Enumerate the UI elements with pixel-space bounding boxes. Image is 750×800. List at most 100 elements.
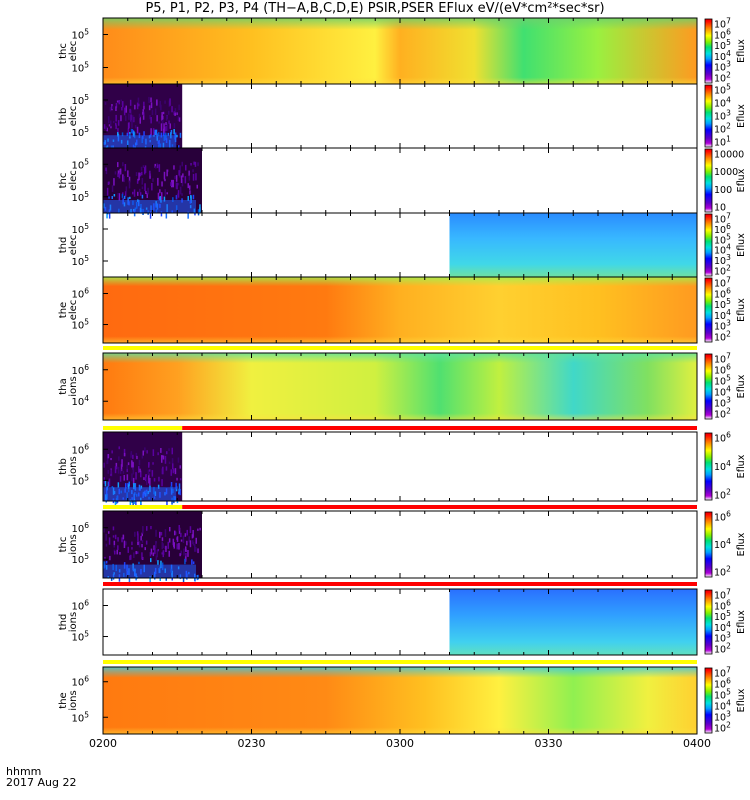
noise-pixel bbox=[149, 576, 151, 584]
noise-pixel bbox=[105, 167, 107, 171]
noise-pixel bbox=[132, 477, 135, 485]
noise-pixel bbox=[199, 207, 201, 214]
noise-pixel bbox=[139, 468, 141, 473]
noise-pixel bbox=[105, 533, 107, 541]
noise-pixel bbox=[114, 550, 116, 555]
noise-pixel bbox=[170, 482, 173, 490]
noise-pixel bbox=[150, 102, 153, 109]
noise-pixel bbox=[163, 123, 165, 132]
colorbar-tick-label: 10000 bbox=[714, 150, 744, 161]
noise-pixel bbox=[134, 483, 137, 491]
noise-pixel bbox=[104, 102, 107, 105]
noise-pixel bbox=[179, 186, 182, 195]
noise-pixel bbox=[174, 175, 176, 180]
noise-pixel bbox=[159, 577, 161, 581]
colorbar-tick-label: 103 bbox=[714, 396, 731, 410]
noise-pixel bbox=[117, 545, 119, 550]
noise-pixel bbox=[179, 488, 181, 496]
noise-pixel bbox=[137, 191, 139, 196]
noise-pixel bbox=[149, 115, 151, 120]
noise-pixel bbox=[165, 545, 167, 552]
noise-pixel bbox=[178, 525, 180, 531]
noise-pixel bbox=[135, 452, 138, 457]
noise-pixel bbox=[142, 113, 145, 120]
noise-pixel bbox=[192, 194, 195, 200]
noise-pixel bbox=[185, 546, 187, 552]
noise-pixel bbox=[121, 459, 123, 467]
y-tick-label: 104 bbox=[71, 394, 89, 408]
noise-pixel bbox=[145, 540, 148, 545]
noise-pixel bbox=[156, 550, 158, 558]
noise-pixel bbox=[164, 100, 166, 104]
noise-pixel bbox=[173, 165, 175, 170]
noise-pixel bbox=[172, 179, 174, 188]
noise-pixel bbox=[178, 527, 181, 534]
noise-pixel bbox=[195, 173, 197, 181]
noise-pixel bbox=[105, 126, 108, 130]
noise-pixel bbox=[184, 176, 187, 184]
noise-pixel bbox=[155, 541, 157, 548]
y-tick-label: 105 bbox=[71, 710, 89, 724]
panel-y-label: thbelec bbox=[58, 106, 79, 127]
noise-pixel bbox=[144, 167, 146, 175]
noise-pixel bbox=[116, 549, 118, 555]
colorbar-tick-label: 103 bbox=[714, 253, 731, 267]
noise-pixel bbox=[157, 484, 160, 489]
noise-pixel bbox=[124, 191, 127, 197]
noise-pixel bbox=[153, 545, 155, 551]
noise-pixel bbox=[144, 447, 146, 452]
noise-pixel bbox=[148, 469, 151, 472]
noise-pixel bbox=[148, 477, 150, 484]
noise-pixel bbox=[174, 108, 177, 113]
noise-pixel bbox=[139, 116, 141, 124]
flag-segment bbox=[103, 660, 697, 664]
noise-pixel bbox=[120, 115, 122, 122]
colorbar-tick-label: 102 bbox=[714, 642, 731, 656]
noise-pixel bbox=[129, 499, 132, 506]
noise-pixel bbox=[136, 102, 139, 110]
y-tick-label: 105 bbox=[71, 254, 89, 268]
noise-pixel bbox=[103, 526, 105, 533]
noise-pixel bbox=[129, 99, 132, 106]
noise-pixel bbox=[115, 114, 117, 122]
noise-pixel bbox=[175, 531, 177, 535]
colorbar-ramp bbox=[704, 667, 713, 734]
noise-pixel bbox=[187, 211, 189, 219]
noise-pixel bbox=[161, 112, 163, 117]
noise-pixel bbox=[165, 577, 167, 581]
noise-pixel bbox=[164, 178, 166, 182]
noise-pixel bbox=[150, 128, 152, 136]
noise-pixel bbox=[119, 469, 122, 474]
noise-pixel bbox=[128, 481, 130, 487]
colorbar-tick-label: 105 bbox=[714, 83, 731, 97]
colorbar-tick-label: 104 bbox=[714, 96, 731, 110]
noise-pixel bbox=[158, 196, 161, 201]
noise-pixel bbox=[179, 553, 181, 557]
noise-pixel bbox=[141, 194, 144, 199]
noise-pixel bbox=[180, 550, 182, 556]
noise-pixel bbox=[176, 477, 178, 481]
colorbar-tick-label: 103 bbox=[714, 710, 731, 724]
x-tick-label: 0300 bbox=[386, 737, 414, 750]
noise-pixel bbox=[148, 473, 150, 480]
flag-bar bbox=[103, 346, 697, 350]
noise-pixel bbox=[132, 191, 134, 195]
noise-pixel bbox=[148, 96, 150, 101]
noise-pixel bbox=[138, 172, 140, 181]
noise-pixel bbox=[122, 101, 124, 108]
noise-pixel bbox=[164, 545, 166, 549]
noise-pixel bbox=[195, 546, 197, 552]
noise-pixel bbox=[165, 212, 168, 219]
noise-pixel bbox=[163, 171, 166, 180]
y-tick-label: 105 bbox=[71, 93, 89, 107]
colorbar-tick-label: 103 bbox=[714, 631, 731, 645]
noise-pixel bbox=[192, 169, 194, 173]
noise-pixel bbox=[123, 540, 126, 548]
noise-pixel bbox=[142, 165, 145, 168]
